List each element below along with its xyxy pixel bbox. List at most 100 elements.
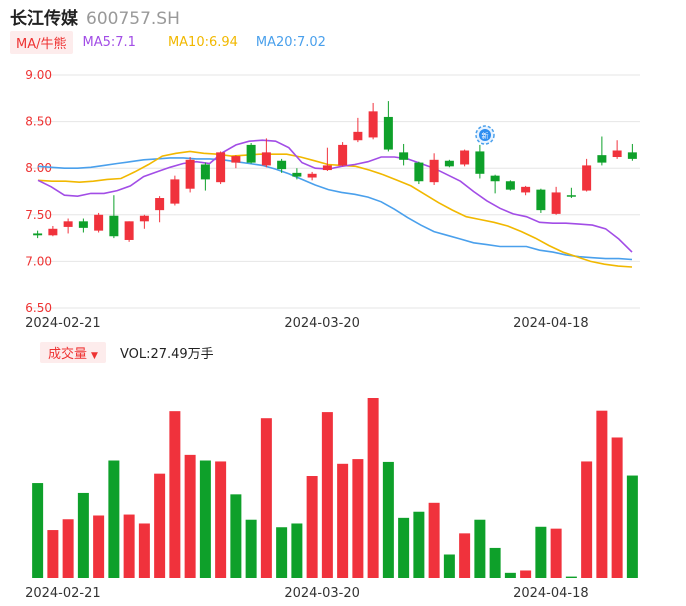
candle-body — [414, 162, 424, 182]
volume-bar — [398, 517, 410, 578]
candle-body — [231, 156, 241, 163]
candle — [536, 188, 546, 213]
candle — [322, 147, 332, 171]
volume-value: VOL:27.49万手 — [119, 346, 214, 362]
volume-bar — [352, 459, 364, 578]
volume-toggle-label: 成交量 — [48, 346, 88, 362]
candle — [200, 162, 210, 191]
candle — [124, 221, 134, 242]
candle — [460, 149, 470, 167]
candle-body — [155, 198, 165, 211]
volume-bar — [32, 483, 44, 578]
volume-bar — [504, 572, 516, 578]
candle — [612, 140, 622, 159]
volume-bar — [413, 511, 425, 578]
volume-bars — [32, 398, 638, 578]
volume-bar — [245, 519, 257, 578]
candle — [399, 143, 409, 166]
x-tick-label: 2024-03-20 — [284, 316, 360, 331]
volume-bar — [138, 523, 150, 578]
candle — [444, 159, 454, 168]
volume-bar — [169, 411, 181, 578]
candle-body — [246, 144, 256, 163]
volume-bar — [93, 515, 105, 578]
candle-body — [475, 151, 485, 174]
volume-date-axis: 2024-02-21 2024-03-20 2024-04-18 — [25, 586, 589, 601]
candle-body — [200, 164, 210, 180]
moving-average-lines — [37, 139, 633, 268]
candle — [521, 185, 531, 196]
candle — [338, 142, 348, 167]
caret-down-icon: ▼ — [91, 350, 98, 361]
candle-body — [444, 160, 454, 167]
volume-bar — [626, 475, 638, 578]
volume-x-tick-label: 2024-03-20 — [284, 586, 360, 601]
candle — [597, 136, 607, 166]
candle-body — [612, 150, 622, 158]
volume-bar — [428, 502, 440, 578]
candle — [155, 196, 165, 223]
y-tick-label: 9.00 — [25, 68, 52, 82]
candle-body — [261, 152, 271, 166]
x-tick-label: 2024-02-21 — [25, 316, 101, 331]
volume-x-tick-label: 2024-02-21 — [25, 586, 101, 601]
volume-bar — [550, 528, 562, 578]
volume-toggle-button[interactable]: 成交量 ▼ — [40, 341, 106, 363]
candle-body — [338, 144, 348, 166]
stock-header: 长江传媒 600757.SH — [10, 4, 180, 29]
candle — [216, 151, 226, 185]
candle-body — [139, 215, 149, 222]
candle — [109, 195, 119, 239]
candle-body — [597, 155, 607, 163]
y-tick-label: 7.50 — [25, 208, 52, 222]
candle — [627, 143, 637, 161]
candle-body — [536, 189, 546, 211]
volume-bar — [443, 554, 455, 578]
volume-x-tick-label: 2024-04-18 — [513, 586, 589, 601]
volume-bar — [108, 460, 120, 578]
volume-bar — [321, 412, 333, 578]
candle-body — [368, 111, 378, 138]
candle — [429, 153, 439, 185]
volume-bar — [611, 437, 623, 578]
volume-bar — [291, 523, 303, 578]
candle-body — [33, 233, 43, 236]
ma5-line — [37, 139, 633, 253]
volume-bar — [382, 461, 394, 578]
volume-bar — [565, 576, 577, 578]
candle-body — [307, 173, 317, 178]
candle — [505, 180, 515, 191]
volume-bar — [489, 547, 501, 578]
candle — [475, 144, 485, 179]
volume-bar — [62, 519, 74, 578]
candle-body — [383, 116, 393, 150]
y-tick-label: 6.50 — [25, 301, 52, 315]
volume-bar — [47, 530, 59, 578]
stock-name: 长江传媒 — [10, 9, 78, 29]
candle — [566, 187, 576, 199]
candle-body — [490, 175, 500, 182]
candle-body — [566, 195, 576, 197]
volume-bar — [199, 460, 211, 578]
news-badge-icon[interactable]: 新 — [475, 125, 495, 145]
candle — [277, 158, 287, 173]
volume-bar — [276, 527, 288, 578]
ma-toggle-button[interactable]: MA/牛熊 — [10, 30, 73, 54]
candle — [63, 218, 73, 234]
volume-bar — [520, 570, 532, 578]
candle-body — [292, 172, 302, 177]
volume-bar — [535, 526, 547, 578]
volume-bar — [459, 533, 471, 578]
candlesticks — [33, 101, 637, 242]
candle-body — [521, 186, 531, 193]
ma5-label: MA5:7.1 — [82, 34, 136, 50]
candle-body — [216, 152, 226, 183]
volume-bar — [184, 454, 196, 578]
price-date-axis: 2024-02-21 2024-03-20 2024-04-18 — [25, 316, 589, 331]
ma20-line — [37, 157, 633, 261]
volume-bar — [367, 398, 379, 578]
candle-body — [505, 181, 515, 190]
volume-bar — [581, 461, 593, 578]
price-grid — [30, 74, 640, 309]
volume-bar — [260, 418, 272, 578]
